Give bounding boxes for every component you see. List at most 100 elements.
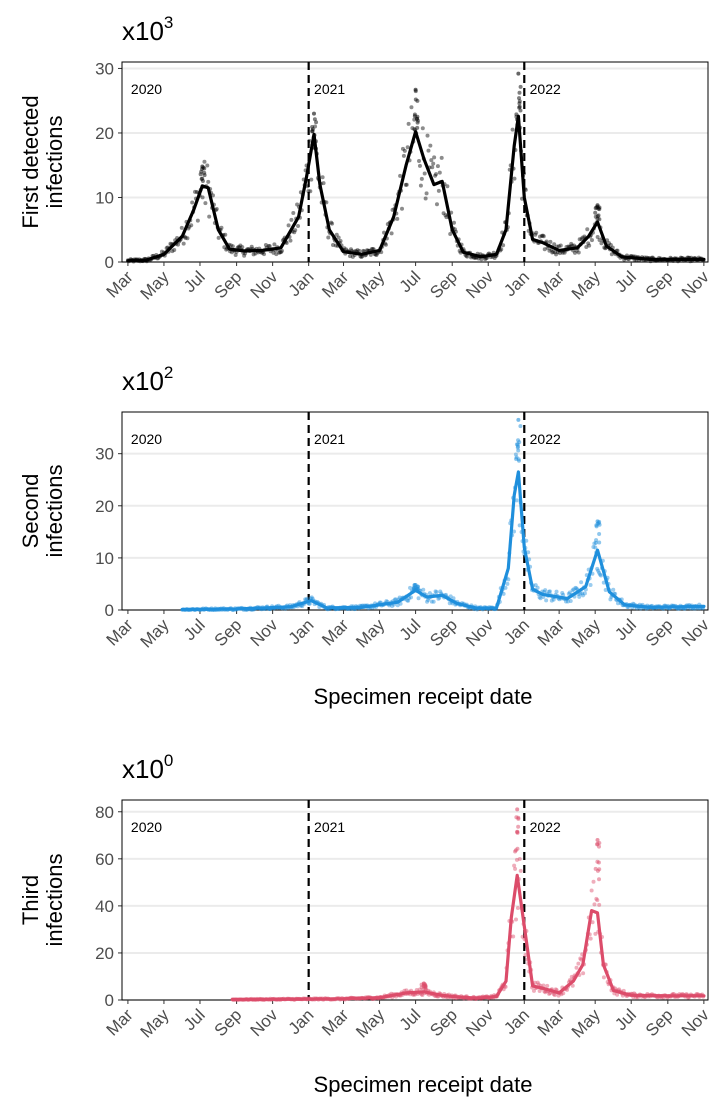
x-axis-title: Specimen receipt date bbox=[314, 684, 533, 709]
data-point bbox=[314, 120, 319, 125]
x-tick-label: Mar bbox=[103, 1005, 137, 1039]
data-point bbox=[543, 990, 548, 995]
data-point bbox=[574, 965, 579, 970]
data-point bbox=[393, 597, 398, 602]
data-point-peak bbox=[200, 164, 205, 169]
data-point bbox=[408, 595, 413, 600]
data-point-peak bbox=[595, 203, 600, 208]
data-point bbox=[566, 591, 571, 596]
data-point bbox=[563, 599, 568, 604]
data-point bbox=[554, 589, 559, 594]
scale-base: x10 bbox=[122, 366, 164, 396]
data-point bbox=[389, 231, 394, 236]
data-point bbox=[417, 159, 422, 164]
data-point bbox=[582, 591, 587, 596]
x-tick-label: May bbox=[352, 615, 388, 651]
data-point bbox=[195, 218, 200, 223]
data-point bbox=[203, 201, 208, 206]
year-label: 2022 bbox=[530, 819, 561, 835]
data-point bbox=[308, 189, 313, 194]
scale-exponent: 0 bbox=[164, 751, 173, 770]
data-point bbox=[338, 239, 343, 244]
data-point bbox=[534, 230, 539, 235]
data-point bbox=[591, 544, 596, 549]
data-point bbox=[558, 243, 563, 248]
data-point bbox=[359, 254, 364, 259]
year-label: 2020 bbox=[131, 819, 162, 835]
data-point bbox=[556, 993, 561, 998]
data-point bbox=[589, 888, 594, 893]
data-point bbox=[554, 252, 559, 257]
data-point bbox=[505, 581, 510, 586]
data-point bbox=[595, 566, 600, 571]
data-point bbox=[506, 577, 511, 582]
data-point bbox=[266, 244, 271, 249]
data-point bbox=[415, 120, 420, 125]
y-axis-label-line: infections bbox=[42, 854, 67, 947]
y-tick-label: 0 bbox=[105, 991, 114, 1010]
series-line bbox=[230, 873, 706, 1002]
x-tick-label: Nov bbox=[462, 615, 497, 650]
data-point bbox=[483, 257, 488, 262]
data-point bbox=[556, 244, 561, 249]
x-tick-label: Jan bbox=[500, 615, 533, 648]
data-point bbox=[588, 936, 593, 941]
data-point bbox=[597, 540, 602, 545]
data-point bbox=[572, 243, 577, 248]
x-tick-label: Mar bbox=[103, 615, 137, 649]
x-tick-label: Mar bbox=[534, 615, 568, 649]
data-point bbox=[228, 243, 233, 248]
data-point bbox=[329, 220, 334, 225]
data-point bbox=[565, 599, 570, 604]
data-point bbox=[272, 242, 277, 247]
x-tick-label: Nov bbox=[247, 267, 282, 302]
y-tick-label: 0 bbox=[105, 601, 114, 620]
data-point bbox=[434, 172, 439, 177]
data-point bbox=[531, 988, 536, 993]
x-tick-label: May bbox=[137, 615, 173, 651]
data-point bbox=[395, 603, 400, 608]
data-point bbox=[409, 105, 414, 110]
data-point bbox=[400, 206, 405, 211]
data-point bbox=[591, 879, 596, 884]
y-axis-label-line: First detected bbox=[18, 95, 43, 228]
data-point bbox=[551, 597, 556, 602]
data-point bbox=[512, 529, 517, 534]
data-point bbox=[516, 438, 521, 443]
data-point bbox=[514, 442, 519, 447]
y-tick-label: 10 bbox=[95, 188, 114, 207]
data-point bbox=[405, 145, 410, 150]
data-point bbox=[350, 254, 355, 259]
data-point bbox=[577, 237, 582, 242]
data-point bbox=[597, 841, 602, 846]
data-point bbox=[321, 181, 326, 186]
data-point bbox=[330, 221, 335, 226]
data-point bbox=[408, 585, 413, 590]
data-point bbox=[540, 233, 545, 238]
x-tick-label: Mar bbox=[318, 267, 352, 301]
data-point bbox=[598, 573, 603, 578]
data-point bbox=[518, 868, 523, 873]
data-point bbox=[593, 931, 598, 936]
data-point bbox=[547, 991, 552, 996]
data-point bbox=[547, 589, 552, 594]
data-point bbox=[590, 920, 595, 925]
data-point bbox=[572, 250, 577, 255]
y-axis-label: Thirdinfections bbox=[18, 854, 67, 947]
data-point bbox=[219, 225, 224, 230]
data-point bbox=[443, 213, 448, 218]
data-point bbox=[514, 917, 519, 922]
x-tick-label: Sep bbox=[642, 1005, 677, 1040]
x-tick-label: Sep bbox=[426, 615, 461, 650]
x-tick-label: Jul bbox=[180, 267, 209, 296]
data-point bbox=[172, 248, 177, 253]
data-point bbox=[277, 250, 282, 255]
data-point bbox=[274, 252, 279, 257]
data-point bbox=[429, 599, 434, 604]
data-point bbox=[429, 158, 434, 163]
data-point bbox=[548, 239, 553, 244]
data-point bbox=[425, 133, 430, 138]
x-tick-label: Sep bbox=[642, 615, 677, 650]
x-tick-label: Jan bbox=[285, 1005, 318, 1038]
